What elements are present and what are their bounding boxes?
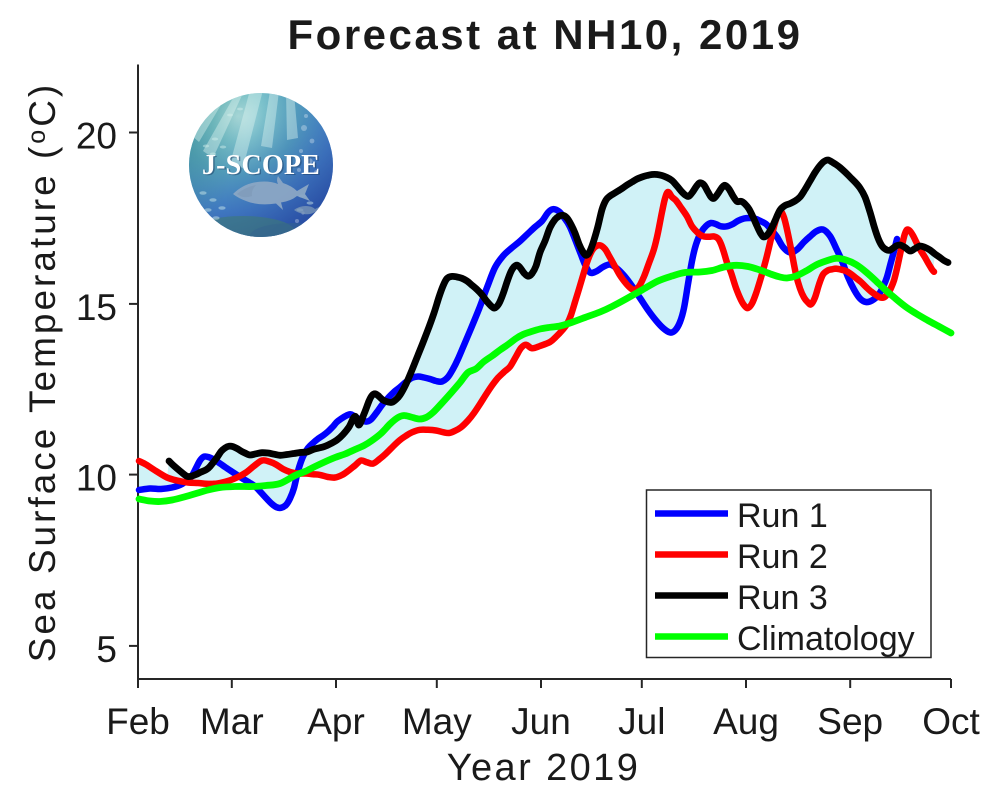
svg-text:Sea Surface Temperature (oC): Sea Surface Temperature (oC) — [22, 82, 63, 663]
svg-text:J-SCOPE: J-SCOPE — [203, 151, 321, 182]
svg-text:Apr: Apr — [307, 701, 365, 742]
svg-text:Oct: Oct — [922, 701, 980, 742]
svg-text:15: 15 — [76, 287, 117, 328]
svg-text:Run 1: Run 1 — [737, 497, 828, 535]
svg-text:Forecast at NH10, 2019: Forecast at NH10, 2019 — [288, 11, 803, 58]
svg-text:Run 2: Run 2 — [737, 538, 828, 576]
svg-text:5: 5 — [96, 629, 117, 670]
svg-text:20: 20 — [76, 116, 117, 157]
svg-text:J-SCOPE: J-SCOPE — [202, 150, 320, 181]
svg-text:Sep: Sep — [817, 701, 883, 742]
svg-text:Climatology: Climatology — [737, 620, 915, 658]
svg-text:Feb: Feb — [106, 701, 170, 742]
svg-text:Aug: Aug — [713, 701, 779, 742]
svg-text:10: 10 — [76, 458, 117, 499]
svg-text:Run 3: Run 3 — [737, 579, 828, 617]
svg-text:Year 2019: Year 2019 — [447, 747, 640, 789]
svg-text:Jun: Jun — [511, 701, 571, 742]
svg-text:Mar: Mar — [200, 701, 264, 742]
svg-text:May: May — [402, 701, 472, 742]
svg-text:Jul: Jul — [618, 701, 665, 742]
